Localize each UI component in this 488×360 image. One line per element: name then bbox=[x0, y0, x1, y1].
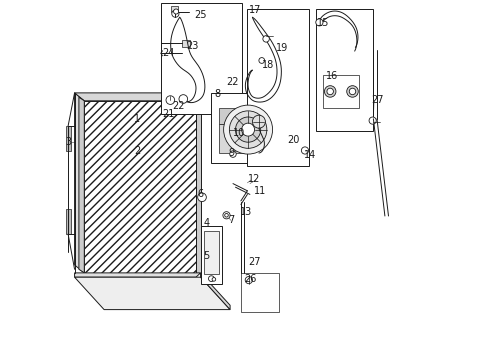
Text: 25: 25 bbox=[194, 10, 206, 20]
Bar bbox=[204, 231, 218, 274]
Text: 13: 13 bbox=[240, 207, 252, 217]
Polygon shape bbox=[200, 273, 230, 310]
Bar bbox=[211, 93, 280, 163]
Text: 11: 11 bbox=[253, 186, 265, 196]
Text: 7: 7 bbox=[228, 215, 234, 225]
Text: 16: 16 bbox=[325, 71, 337, 81]
Text: 27: 27 bbox=[370, 95, 383, 105]
Polygon shape bbox=[196, 101, 200, 273]
Polygon shape bbox=[219, 108, 247, 124]
Polygon shape bbox=[79, 97, 84, 273]
Circle shape bbox=[235, 117, 260, 142]
Polygon shape bbox=[66, 209, 71, 234]
Bar bbox=[171, 6, 177, 12]
Circle shape bbox=[324, 86, 335, 97]
Circle shape bbox=[171, 10, 179, 17]
Circle shape bbox=[212, 278, 215, 281]
Circle shape bbox=[346, 86, 358, 97]
Circle shape bbox=[326, 88, 333, 95]
Bar bbox=[247, 9, 308, 166]
Bar bbox=[200, 226, 222, 284]
Circle shape bbox=[208, 276, 214, 282]
Polygon shape bbox=[75, 93, 196, 101]
Text: 15: 15 bbox=[316, 18, 328, 28]
Circle shape bbox=[166, 96, 174, 104]
Bar bbox=[241, 273, 278, 312]
Text: 10: 10 bbox=[232, 128, 244, 138]
Text: 17: 17 bbox=[248, 5, 261, 15]
Text: 3: 3 bbox=[65, 137, 71, 147]
Text: 4: 4 bbox=[203, 218, 209, 228]
Circle shape bbox=[229, 151, 236, 157]
Text: 27: 27 bbox=[247, 257, 260, 267]
Circle shape bbox=[229, 111, 266, 148]
Text: 18: 18 bbox=[261, 60, 273, 70]
Text: 19: 19 bbox=[276, 42, 288, 53]
Text: 12: 12 bbox=[247, 174, 260, 184]
Circle shape bbox=[258, 58, 264, 63]
Circle shape bbox=[197, 193, 206, 202]
Circle shape bbox=[224, 213, 228, 217]
Text: 22: 22 bbox=[172, 101, 184, 111]
Polygon shape bbox=[219, 124, 247, 153]
Circle shape bbox=[244, 276, 252, 284]
Polygon shape bbox=[75, 273, 200, 277]
Circle shape bbox=[252, 115, 265, 128]
Polygon shape bbox=[75, 277, 230, 310]
Circle shape bbox=[241, 123, 254, 136]
Circle shape bbox=[301, 147, 308, 154]
Text: 1: 1 bbox=[134, 114, 140, 124]
Circle shape bbox=[348, 88, 355, 95]
Text: 14: 14 bbox=[303, 150, 316, 160]
Text: 5: 5 bbox=[203, 251, 209, 261]
Bar bbox=[322, 75, 358, 108]
Text: 20: 20 bbox=[287, 135, 300, 145]
Text: 26: 26 bbox=[244, 274, 256, 284]
Text: 9: 9 bbox=[228, 148, 234, 158]
Circle shape bbox=[315, 19, 322, 26]
Bar bbox=[161, 3, 242, 114]
Text: 8: 8 bbox=[213, 89, 220, 99]
Text: 21: 21 bbox=[162, 109, 174, 120]
Text: 23: 23 bbox=[186, 41, 198, 51]
Bar bbox=[182, 40, 190, 47]
Polygon shape bbox=[75, 93, 84, 273]
Polygon shape bbox=[84, 101, 196, 273]
Bar bbox=[315, 9, 373, 131]
Text: 22: 22 bbox=[225, 77, 238, 87]
Text: 6: 6 bbox=[197, 189, 203, 199]
Circle shape bbox=[368, 117, 375, 124]
Circle shape bbox=[173, 9, 178, 14]
Text: 2: 2 bbox=[134, 146, 140, 156]
Polygon shape bbox=[66, 126, 71, 151]
Circle shape bbox=[263, 36, 269, 42]
Circle shape bbox=[179, 95, 187, 103]
Circle shape bbox=[223, 105, 272, 154]
Text: 24: 24 bbox=[162, 48, 174, 58]
Circle shape bbox=[223, 212, 230, 219]
